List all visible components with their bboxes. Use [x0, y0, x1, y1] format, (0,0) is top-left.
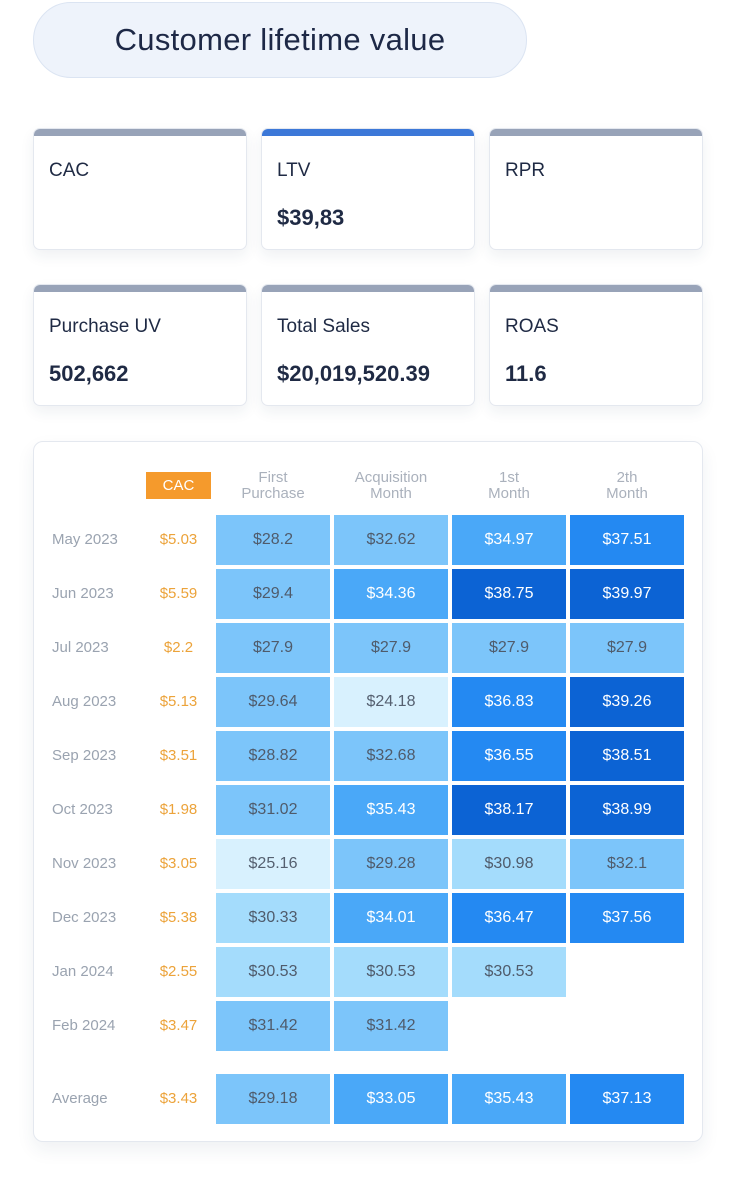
row-cac-value: $3.51 — [159, 747, 198, 764]
kpi-card-accent-bar — [490, 129, 702, 136]
kpi-label: RPR — [505, 160, 546, 181]
average-row-label: Average — [52, 1090, 108, 1107]
table-cell[interactable]: $32.1 — [570, 839, 684, 889]
row-label: Jan 2024 — [52, 963, 114, 980]
table-cell[interactable]: $34.36 — [334, 569, 448, 619]
table-cell[interactable]: $33.05 — [334, 1074, 448, 1124]
table-cell[interactable]: $29.64 — [216, 677, 330, 727]
row-label: Sep 2023 — [52, 747, 117, 764]
row-label: May 2023 — [52, 531, 118, 548]
kpi-card-ltv[interactable]: LTV $39,83 — [261, 128, 475, 250]
kpi-card-accent-bar — [34, 285, 246, 292]
table-cell[interactable]: $28.82 — [216, 731, 330, 781]
kpi-card-accent-bar — [490, 285, 702, 292]
column-header[interactable]: 2th Month — [606, 469, 648, 502]
row-label: Dec 2023 — [52, 909, 117, 926]
table-cell[interactable]: $31.42 — [216, 1001, 330, 1051]
table-cell[interactable]: $38.99 — [570, 785, 684, 835]
row-cac-value: $2.55 — [159, 963, 198, 980]
column-header[interactable]: Acquisition Month — [354, 469, 428, 502]
kpi-label: Purchase UV — [49, 316, 161, 337]
row-label: Jun 2023 — [52, 585, 114, 602]
table-cell[interactable]: $31.42 — [334, 1001, 448, 1051]
row-label: Feb 2024 — [52, 1017, 116, 1034]
table-cell[interactable]: $25.16 — [216, 839, 330, 889]
column-header[interactable]: 1st Month — [488, 469, 530, 502]
kpi-card-rpr[interactable]: RPR — [489, 128, 703, 250]
table-cell[interactable]: $29.28 — [334, 839, 448, 889]
table-cell[interactable]: $32.68 — [334, 731, 448, 781]
table-cell[interactable]: $38.17 — [452, 785, 566, 835]
kpi-value: $39,83 — [277, 205, 345, 230]
row-cac-value: $5.38 — [159, 909, 198, 926]
row-label: Aug 2023 — [52, 693, 117, 710]
cac-column-header[interactable]: CAC — [146, 472, 211, 499]
table-cell[interactable]: $36.47 — [452, 893, 566, 943]
table-cell[interactable]: $37.13 — [570, 1074, 684, 1124]
kpi-label: ROAS — [505, 316, 559, 337]
table-cell[interactable]: $30.53 — [334, 947, 448, 997]
kpi-card-accent-bar — [262, 285, 474, 292]
table-cell[interactable]: $30.53 — [216, 947, 330, 997]
table-cell[interactable]: $28.2 — [216, 515, 330, 565]
table-cell[interactable]: $29.18 — [216, 1074, 330, 1124]
table-cell[interactable]: $36.55 — [452, 731, 566, 781]
table-cell[interactable]: $34.01 — [334, 893, 448, 943]
kpi-card-accent-bar — [262, 129, 474, 136]
kpi-label: CAC — [49, 160, 90, 181]
table-cell[interactable]: $37.51 — [570, 515, 684, 565]
table-cell[interactable]: $30.98 — [452, 839, 566, 889]
table-cell[interactable]: $27.9 — [452, 623, 566, 673]
row-label: Jul 2023 — [52, 639, 109, 656]
row-cac-value: $5.13 — [159, 693, 198, 710]
table-cell[interactable]: $38.51 — [570, 731, 684, 781]
kpi-label: Total Sales — [277, 316, 370, 337]
table-cell[interactable]: $30.53 — [452, 947, 566, 997]
table-cell[interactable]: $39.97 — [570, 569, 684, 619]
row-cac-value: $1.98 — [159, 801, 198, 818]
row-cac-value: $2.2 — [163, 639, 194, 656]
table-cell[interactable]: $27.9 — [570, 623, 684, 673]
table-cell[interactable]: $29.4 — [216, 569, 330, 619]
kpi-card-total-sales[interactable]: Total Sales $20,019,520.39 — [261, 284, 475, 406]
kpi-value: 502,662 — [49, 361, 129, 386]
page-title: Customer lifetime value — [33, 2, 527, 78]
column-header[interactable]: First Purchase — [241, 469, 305, 502]
row-cac-value: $5.03 — [159, 531, 198, 548]
row-label: Oct 2023 — [52, 801, 113, 818]
table-cell[interactable]: $30.33 — [216, 893, 330, 943]
row-label: Nov 2023 — [52, 855, 117, 872]
table-cell[interactable]: $32.62 — [334, 515, 448, 565]
kpi-card-purchase-uv[interactable]: Purchase UV 502,662 — [33, 284, 247, 406]
table-cell[interactable]: $27.9 — [334, 623, 448, 673]
table-cell[interactable]: $36.83 — [452, 677, 566, 727]
row-cac-value: $5.59 — [159, 585, 198, 602]
row-cac-value: $3.05 — [159, 855, 198, 872]
table-cell[interactable]: $35.43 — [452, 1074, 566, 1124]
kpi-card-accent-bar — [34, 129, 246, 136]
kpi-value: $20,019,520.39 — [277, 361, 430, 386]
table-cell[interactable]: $37.56 — [570, 893, 684, 943]
table-cell[interactable]: $35.43 — [334, 785, 448, 835]
average-row-cac-value: $3.43 — [159, 1090, 198, 1107]
table-cell[interactable]: $24.18 — [334, 677, 448, 727]
row-cac-value: $3.47 — [159, 1017, 198, 1034]
table-cell[interactable]: $34.97 — [452, 515, 566, 565]
kpi-card-roas[interactable]: ROAS 11.6 — [489, 284, 703, 406]
table-cell[interactable]: $38.75 — [452, 569, 566, 619]
kpi-label: LTV — [277, 160, 311, 181]
kpi-card-cac[interactable]: CAC — [33, 128, 247, 250]
table-cell[interactable]: $31.02 — [216, 785, 330, 835]
table-cell[interactable]: $39.26 — [570, 677, 684, 727]
table-cell[interactable]: $27.9 — [216, 623, 330, 673]
ltv-cohort-table: CAC First Purchase Acquisition Month 1st M… — [33, 441, 703, 1142]
kpi-value: 11.6 — [505, 361, 547, 386]
